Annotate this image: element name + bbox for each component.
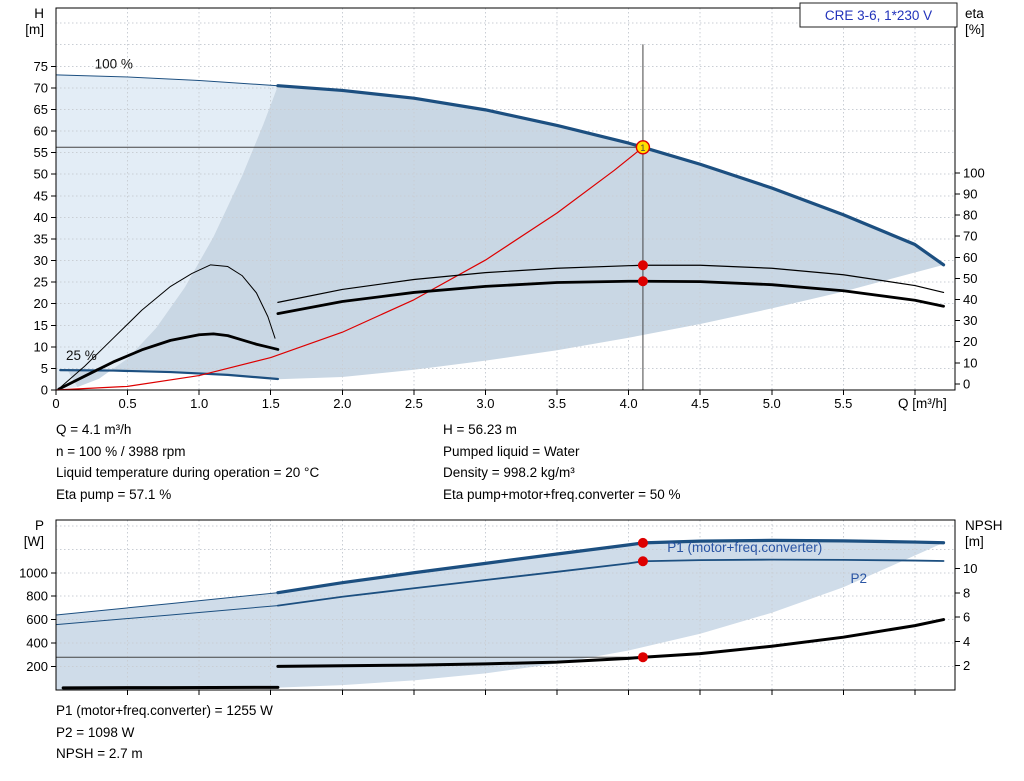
svg-text:NPSH: NPSH <box>965 518 1003 533</box>
svg-text:0: 0 <box>41 383 48 398</box>
svg-text:1.5: 1.5 <box>262 396 280 411</box>
svg-text:400: 400 <box>26 636 48 651</box>
svg-text:3.5: 3.5 <box>548 396 566 411</box>
svg-text:600: 600 <box>26 612 48 627</box>
pumped-liquid-text: Pumped liquid = Water <box>443 443 580 459</box>
svg-text:80: 80 <box>963 208 977 223</box>
svg-text:Q [m³/h]: Q [m³/h] <box>898 396 947 411</box>
svg-text:P1 (motor+freq.converter): P1 (motor+freq.converter) <box>667 540 822 555</box>
svg-text:4: 4 <box>963 634 970 649</box>
svg-text:[%]: [%] <box>965 22 985 37</box>
svg-text:1.0: 1.0 <box>190 396 208 411</box>
duty-info-right: H = 56.23 m Pumped liquid = Water Densit… <box>443 419 681 505</box>
svg-text:0: 0 <box>52 396 59 411</box>
svg-text:1: 1 <box>640 143 645 153</box>
power-npsh-chart: 200 400 600 800 1000 10 8 6 4 2 P[W] NPSH[m] P1 (mot… <box>19 518 1003 695</box>
qh-eta-chart: 0510152025303540455055606570751009080706… <box>25 2 985 411</box>
svg-text:5.0: 5.0 <box>763 396 781 411</box>
svg-text:CRE 3-6, 1*230 V: CRE 3-6, 1*230 V <box>825 8 932 23</box>
svg-text:70: 70 <box>963 229 977 244</box>
svg-text:30: 30 <box>963 313 977 328</box>
duty-speed-text: n = 100 % / 3988 rpm <box>56 443 186 459</box>
svg-text:15: 15 <box>34 318 48 333</box>
svg-text:25 %: 25 % <box>66 348 97 363</box>
svg-text:75: 75 <box>34 59 48 74</box>
svg-text:60: 60 <box>34 124 48 139</box>
svg-text:55: 55 <box>34 145 48 160</box>
svg-text:20: 20 <box>34 296 48 311</box>
svg-text:10: 10 <box>963 355 977 370</box>
svg-text:40: 40 <box>963 292 977 307</box>
svg-text:100: 100 <box>963 165 985 180</box>
p2-value-text: P2 = 1098 W <box>56 724 135 740</box>
svg-text:0.5: 0.5 <box>119 396 137 411</box>
power-info-block: P1 (motor+freq.converter) = 1255 W P2 = … <box>56 700 273 765</box>
svg-text:4.0: 4.0 <box>620 396 638 411</box>
duty-flow-text: Q = 4.1 m³/h <box>56 422 132 437</box>
svg-text:4.5: 4.5 <box>691 396 709 411</box>
liquid-temp-text: Liquid temperature during operation = 20… <box>56 465 320 481</box>
svg-text:5.5: 5.5 <box>834 396 852 411</box>
eta-pump-text: Eta pump = 57.1 % <box>56 486 172 502</box>
svg-text:eta: eta <box>965 6 984 21</box>
svg-text:[m]: [m] <box>25 22 44 37</box>
svg-text:30: 30 <box>34 253 48 268</box>
svg-text:H: H <box>34 6 44 21</box>
svg-text:40: 40 <box>34 210 48 225</box>
svg-text:45: 45 <box>34 188 48 203</box>
duty-head-text: H = 56.23 m <box>443 422 517 437</box>
svg-text:3.0: 3.0 <box>476 396 494 411</box>
svg-text:25: 25 <box>34 275 48 290</box>
svg-text:5: 5 <box>41 361 48 376</box>
eta-total-text: Eta pump+motor+freq.converter = 50 % <box>443 486 681 502</box>
svg-text:100 %: 100 % <box>95 56 133 71</box>
svg-text:2.5: 2.5 <box>405 396 423 411</box>
npsh-value-text: NPSH = 2.7 m <box>56 746 143 762</box>
svg-text:60: 60 <box>963 250 977 265</box>
duty-info-left: Q = 4.1 m³/h n = 100 % / 3988 rpm Liquid… <box>56 419 319 505</box>
svg-text:2: 2 <box>963 658 970 673</box>
svg-text:2.0: 2.0 <box>333 396 351 411</box>
svg-text:70: 70 <box>34 80 48 95</box>
svg-text:65: 65 <box>34 102 48 117</box>
svg-text:20: 20 <box>963 334 977 349</box>
svg-text:50: 50 <box>963 271 977 286</box>
svg-text:8: 8 <box>963 585 970 600</box>
p1-value-text: P1 (motor+freq.converter) = 1255 W <box>56 703 273 718</box>
svg-text:1000: 1000 <box>19 565 48 580</box>
svg-text:90: 90 <box>963 186 977 201</box>
svg-text:[W]: [W] <box>24 534 44 549</box>
svg-text:0: 0 <box>963 376 970 391</box>
svg-text:[m]: [m] <box>965 534 984 549</box>
svg-text:200: 200 <box>26 659 48 674</box>
svg-text:10: 10 <box>963 561 977 576</box>
svg-text:P: P <box>35 518 44 533</box>
svg-text:10: 10 <box>34 339 48 354</box>
svg-text:50: 50 <box>34 167 48 182</box>
svg-text:P2: P2 <box>850 571 867 586</box>
svg-text:800: 800 <box>26 589 48 604</box>
svg-text:35: 35 <box>34 231 48 246</box>
svg-text:6: 6 <box>963 610 970 625</box>
density-text: Density = 998.2 kg/m³ <box>443 465 575 481</box>
